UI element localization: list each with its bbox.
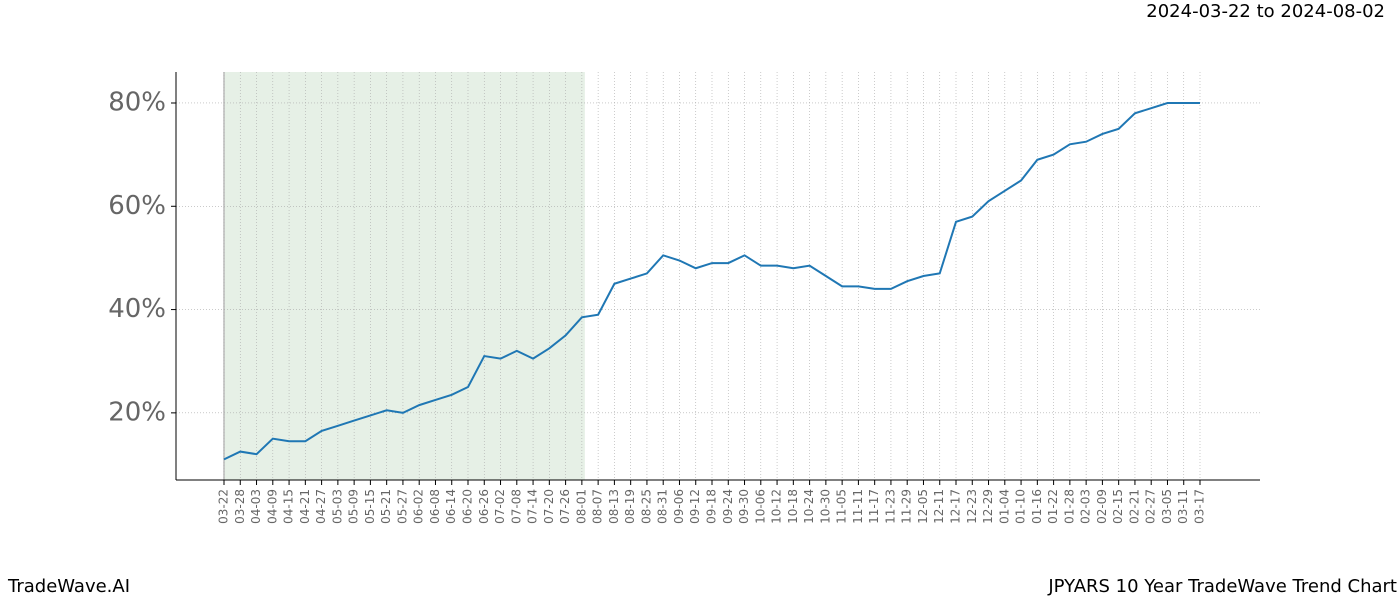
x-tick-label: 01-16 [1030,489,1044,524]
x-tick-label: 09-06 [672,489,686,524]
x-tick-label: 03-05 [1160,489,1174,524]
x-tick-label: 06-26 [477,489,491,524]
x-tick-label: 09-12 [688,489,702,524]
x-tick-label: 09-18 [705,489,719,524]
x-tick-label: 10-06 [753,489,767,524]
x-tick-label: 06-08 [428,489,442,524]
x-tick-label: 04-27 [314,489,328,524]
x-tick-label: 01-22 [1046,489,1060,524]
x-tick-label: 07-08 [509,489,523,524]
x-tick-label: 03-17 [1193,489,1207,524]
x-tick-label: 05-21 [379,489,393,524]
y-tick-label: 20% [108,397,166,427]
x-tick-label: 11-29 [900,489,914,524]
x-tick-label: 04-03 [249,489,263,524]
x-tick-label: 02-21 [1127,489,1141,524]
x-tick-label: 10-24 [802,489,816,524]
x-tick-label: 12-23 [965,489,979,524]
highlight-band [224,72,585,480]
x-tick-label: 09-30 [737,489,751,524]
x-tick-label: 02-15 [1111,489,1125,524]
x-tick-label: 07-14 [526,489,540,524]
x-tick-label: 06-02 [412,489,426,524]
x-tick-label: 08-31 [656,489,670,524]
y-tick-label: 60% [108,191,166,221]
x-tick-label: 07-02 [493,489,507,524]
x-tick-label: 12-17 [949,489,963,524]
chart-title: JPYARS 10 Year TradeWave Trend Chart [1047,576,1397,597]
x-tick-label: 04-21 [298,489,312,524]
x-tick-label: 08-07 [591,489,605,524]
x-tick-label: 06-14 [444,489,458,524]
x-tick-label: 11-11 [851,489,865,524]
brand: TradeWave.AI [7,576,130,597]
x-tick-label: 11-23 [883,489,897,524]
x-tick-label: 07-26 [558,489,572,524]
x-tick-label: 07-20 [542,489,556,524]
x-tick-label: 09-24 [721,489,735,524]
x-tick-label: 08-01 [574,489,588,524]
x-tick-label: 08-19 [623,489,637,524]
x-tick-label: 10-12 [770,489,784,524]
x-tick-label: 03-28 [233,489,247,524]
x-tick-label: 01-10 [1014,489,1028,524]
x-tick-label: 02-27 [1144,489,1158,524]
x-tick-label: 10-18 [786,489,800,524]
x-tick-label: 06-20 [461,489,475,524]
x-tick-label: 12-05 [916,489,930,524]
x-tick-label: 03-22 [217,489,231,524]
x-tick-label: 02-09 [1095,489,1109,524]
x-tick-label: 01-04 [997,489,1011,524]
x-tick-label: 04-09 [265,489,279,524]
x-tick-label: 12-29 [981,489,995,524]
x-tick-label: 11-17 [867,489,881,524]
x-tick-label: 01-28 [1062,489,1076,524]
series-line [223,101,1200,461]
x-tick-label: 11-05 [835,489,849,524]
x-tick-label: 05-03 [330,489,344,524]
x-tick-label: 08-25 [639,489,653,524]
date-range: 2024-03-22 to 2024-08-02 [1146,1,1385,22]
x-tick-label: 10-30 [818,489,832,524]
x-tick-label: 02-03 [1079,489,1093,524]
x-tick-label: 05-15 [363,489,377,524]
x-tick-label: 03-11 [1176,489,1190,524]
x-tick-label: 12-11 [932,489,946,524]
x-tick-label: 08-13 [607,489,621,524]
x-tick-label: 05-09 [347,489,361,524]
y-tick-label: 80% [108,87,166,117]
x-tick-label: 05-27 [395,489,409,524]
x-tick-label: 04-15 [282,489,296,524]
y-tick-label: 40% [108,294,166,324]
